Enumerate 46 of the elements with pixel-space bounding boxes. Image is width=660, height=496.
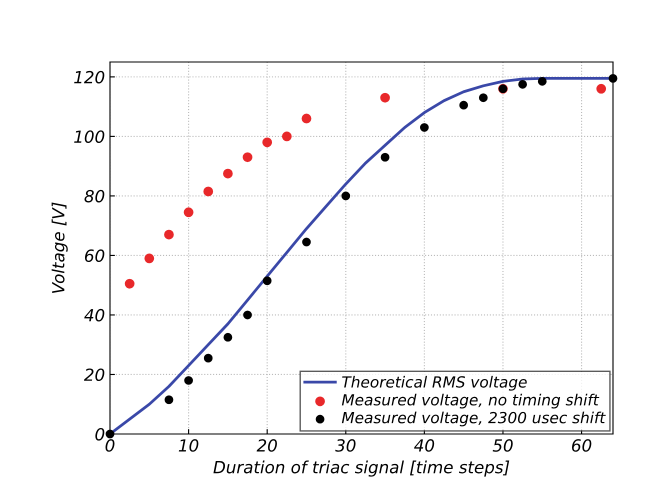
legend-label: Measured voltage, no timing shift [342,394,600,409]
y-tick-label: 0 [95,428,104,441]
point [420,123,429,132]
point [341,192,350,200]
point [184,207,194,218]
point [184,376,193,385]
point [380,92,390,103]
x-tick-label: 10 [178,439,198,452]
y-tick-label: 60 [84,249,104,262]
x-tick-label: 40 [414,439,434,452]
point [608,74,618,83]
point [144,254,154,264]
point [124,278,135,289]
x-axis-title: Duration of triac signal [time steps] [213,460,510,477]
point [164,230,174,240]
point [242,152,252,162]
point [459,100,468,110]
point [478,93,488,102]
x-tick-label: 0 [106,439,114,452]
x-tick-label: 20 [256,439,277,452]
legend-label: Theoretical RMS voltage [342,376,527,391]
point [203,186,214,196]
y-tick-label: 20 [84,368,104,382]
point [302,114,312,124]
point [380,152,390,162]
point [262,137,272,148]
legend-label: Measured voltage, 2300 usec shift [342,412,606,426]
x-tick-label: 50 [492,439,513,452]
point [262,276,272,286]
point [204,354,213,362]
x-tick-label: 30 [335,439,356,452]
point [518,80,527,89]
y-tick-label: 120 [74,70,104,84]
point [164,395,174,404]
point [223,168,233,178]
point [302,238,311,246]
y-tick-label: 80 [84,190,104,202]
y-tick-label: 100 [74,130,104,143]
point [596,84,606,94]
point [243,310,252,320]
point [538,76,547,86]
y-axis-title: Voltage [V] [52,202,68,293]
point [282,132,292,142]
x-tick-label: 60 [572,439,592,452]
point [224,332,232,342]
y-tick-label: 40 [84,308,104,322]
